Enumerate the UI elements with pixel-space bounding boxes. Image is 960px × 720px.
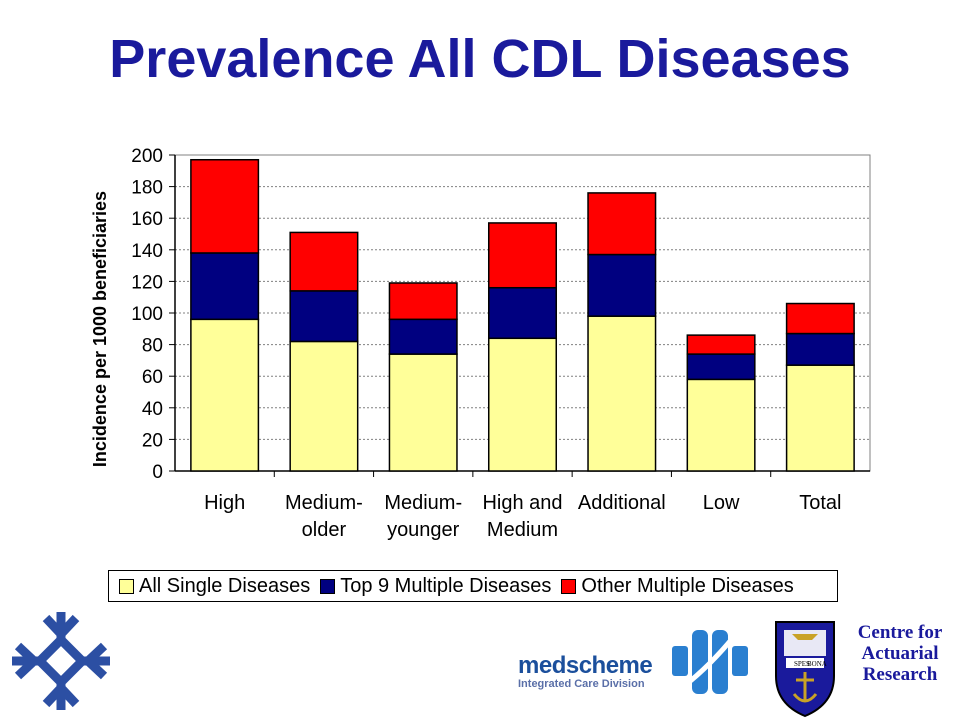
bar-segment-top-9-multiple-diseases (686, 353, 756, 381)
legend-item-top9: Top 9 Multiple Diseases (320, 575, 551, 598)
x-category-label: High and (482, 492, 562, 514)
x-category-label: Medium- (384, 492, 462, 514)
y-tick-label: 160 (131, 209, 163, 230)
bar-segment-top-9-multiple-diseases (190, 252, 260, 321)
car-line-3: Research (862, 664, 938, 685)
legend-label-other: Other Multiple Diseases (581, 574, 794, 597)
bar-segment-top-9-multiple-diseases (487, 286, 558, 340)
legend-item-single: All Single Diseases (119, 575, 310, 598)
bar-segment-other-multiple-diseases (487, 222, 558, 289)
y-tick-label: 200 (131, 146, 163, 167)
x-category-label: younger (387, 519, 460, 541)
x-category-label: Medium- (285, 492, 363, 514)
bar-segment-all-single-diseases (686, 378, 756, 472)
bar-segment-all-single-diseases (289, 340, 359, 472)
bar-segment-all-single-diseases (587, 315, 657, 472)
x-category-label: Additional (578, 492, 666, 514)
chart-title: Prevalence All CDL Diseases (109, 29, 851, 89)
legend-label-top9: Top 9 Multiple Diseases (340, 574, 552, 597)
x-category-label: Medium (487, 519, 558, 541)
bar-segment-other-multiple-diseases (686, 334, 756, 355)
x-category-label: older (302, 519, 347, 541)
legend-swatch-other (561, 578, 577, 594)
crest-motto-left: SPES (794, 660, 810, 668)
chart-legend: All Single Diseases Top 9 Multiple Disea… (108, 570, 838, 602)
bar-segment-all-single-diseases (190, 318, 260, 472)
legend-item-other: Other Multiple Diseases (561, 574, 794, 598)
y-axis-title: Incidence per 1000 beneficiaries (90, 191, 110, 467)
medscheme-logo: medscheme Integrated Care Division (518, 652, 653, 690)
y-tick-label: 120 (131, 272, 163, 293)
x-category-label: High (204, 492, 245, 514)
bar-segment-top-9-multiple-diseases (388, 318, 458, 355)
car-line-1: Centre for (857, 622, 943, 643)
bar-segment-top-9-multiple-diseases (587, 253, 657, 317)
bar-chart: 0 20 40 60 80 100 120 140 160 180 200 Incidence per… (90, 146, 871, 541)
bar-segment-all-single-diseases (785, 364, 855, 472)
y-tick-label: 180 (131, 178, 163, 199)
y-tick-label: 100 (131, 304, 163, 325)
x-category-label: Total (799, 492, 841, 514)
bar-segment-other-multiple-diseases (587, 192, 657, 256)
legend-swatch-single (119, 578, 134, 594)
y-tick-label: 40 (142, 399, 163, 420)
y-tick-label: 80 (142, 336, 163, 357)
bar-segment-other-multiple-diseases (785, 302, 855, 335)
legend-swatch-top9 (320, 578, 336, 594)
bar-segment-top-9-multiple-diseases (289, 290, 359, 343)
medscheme-symbol-icon (672, 630, 748, 694)
y-tick-label: 140 (131, 241, 163, 262)
cross-logo-icon (12, 612, 110, 710)
bar-segment-all-single-diseases (388, 353, 458, 472)
bar-segment-top-9-multiple-diseases (785, 332, 855, 366)
bar-segment-other-multiple-diseases (388, 282, 458, 321)
legend-label-single: All Single Diseases (139, 574, 311, 597)
bar-segment-other-multiple-diseases (289, 231, 359, 292)
medscheme-subtitle: Integrated Care Division (518, 678, 645, 690)
y-tick-label: 60 (142, 367, 163, 388)
x-category-label: Low (703, 492, 740, 514)
bar-segment-all-single-diseases (487, 337, 558, 472)
crest-motto-right: BONA (807, 660, 827, 668)
car-line-2: Actuarial (861, 643, 939, 664)
bar-segment-other-multiple-diseases (190, 158, 260, 254)
university-crest-icon: SPES BONA (775, 621, 835, 718)
y-tick-label: 20 (142, 430, 163, 451)
medscheme-name: medscheme (518, 652, 653, 679)
centre-actuarial-research-label: Centre for Actuarial Research (840, 622, 960, 685)
y-tick-label: 0 (152, 462, 163, 483)
